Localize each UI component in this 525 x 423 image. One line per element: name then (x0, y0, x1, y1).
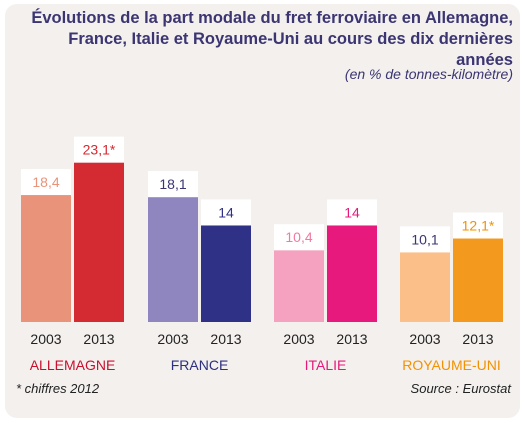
year-tick-label-royaume-uni-2013: 2013 (462, 331, 493, 347)
year-tick-label-italie-2013: 2013 (336, 331, 367, 347)
value-label-box-allemagne-2013 (74, 136, 124, 163)
value-label-box-france-2013 (201, 199, 251, 226)
value-label-allemagne-2003: 18,4 (32, 174, 59, 190)
chart-subtitle: (en % de tonnes-kilomètre) (344, 66, 513, 82)
value-label-italie-2013: 14 (344, 204, 360, 220)
value-label-box-italie-2003 (274, 224, 324, 251)
country-label-italie: ITALIE (305, 357, 347, 373)
country-label-allemagne: ALLEMAGNE (30, 357, 116, 373)
bar-royaume-uni-2003 (400, 252, 450, 322)
country-label-france: FRANCE (171, 357, 229, 373)
bar-italie-2003 (274, 250, 324, 322)
value-label-allemagne-2013: 23,1* (83, 142, 116, 158)
bar-allemagne-2013 (74, 162, 124, 322)
year-tick-label-allemagne-2003: 2003 (30, 331, 61, 347)
bar-france-2003 (148, 197, 198, 322)
value-label-box-italie-2013 (327, 199, 377, 226)
bar-allemagne-2003 (21, 195, 71, 322)
value-label-royaume-uni-2003: 10,1 (411, 231, 438, 247)
bar-france-2013 (201, 225, 251, 322)
bar-royaume-uni-2013 (453, 238, 503, 322)
chart-title: Évolutions de la part modale du fret fer… (13, 8, 513, 71)
bar-italie-2013 (327, 225, 377, 322)
source-note: Source : Eurostat (410, 381, 511, 396)
chart-title-line-2: France, Italie et Royaume-Uni au cours d… (68, 30, 513, 69)
value-label-royaume-uni-2013: 12,1* (462, 218, 495, 234)
value-label-box-france-2003 (148, 171, 198, 198)
value-label-box-allemagne-2003 (21, 169, 71, 196)
footnote: * chiffres 2012 (16, 381, 100, 396)
country-label-royaume-uni: ROYAUME-UNI (402, 357, 501, 373)
value-label-france-2013: 14 (218, 204, 234, 220)
year-tick-label-france-2013: 2013 (210, 331, 241, 347)
year-tick-label-france-2003: 2003 (157, 331, 188, 347)
year-tick-label-allemagne-2013: 2013 (83, 331, 114, 347)
value-label-box-royaume-uni-2013 (453, 212, 503, 239)
value-label-italie-2003: 10,4 (285, 229, 312, 245)
value-label-france-2003: 18,1 (159, 176, 186, 192)
year-tick-label-italie-2003: 2003 (283, 331, 314, 347)
chart-title-line-1: Évolutions de la part modale du fret fer… (31, 9, 513, 27)
year-tick-label-royaume-uni-2003: 2003 (409, 331, 440, 347)
value-label-box-royaume-uni-2003 (400, 226, 450, 253)
